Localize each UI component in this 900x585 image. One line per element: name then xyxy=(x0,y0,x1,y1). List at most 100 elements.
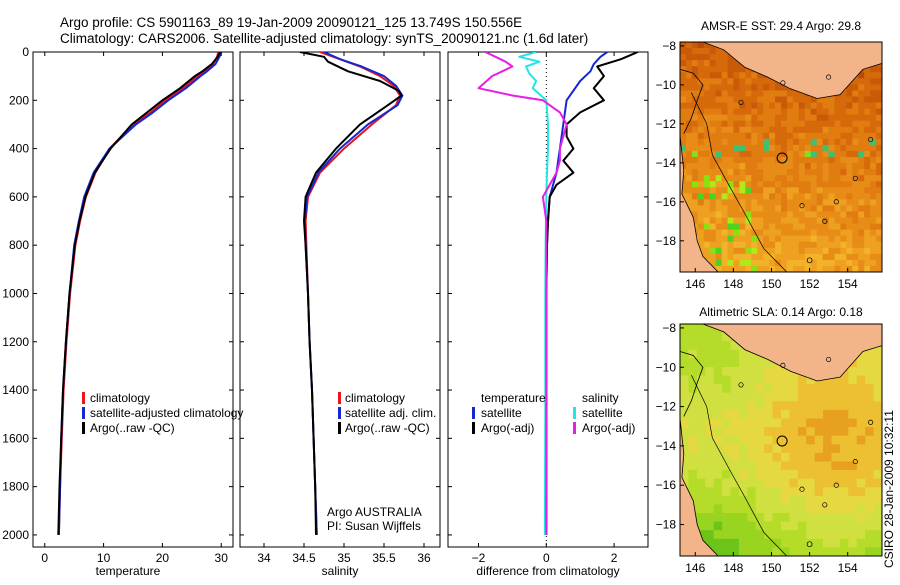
map-cell xyxy=(816,241,823,249)
map-cell xyxy=(730,521,740,531)
map-cell xyxy=(814,444,824,454)
map-cell xyxy=(688,375,698,385)
map-cell xyxy=(806,547,816,556)
map-cell xyxy=(792,138,800,146)
map-cell xyxy=(876,144,882,152)
map-cell xyxy=(864,66,871,73)
map-cell xyxy=(804,108,812,116)
map-cell xyxy=(730,504,740,514)
map-cell xyxy=(781,409,790,419)
map-cell xyxy=(831,409,841,419)
map-cell xyxy=(709,150,717,158)
map-cell xyxy=(834,217,841,224)
map-cell xyxy=(873,470,882,480)
map-cell xyxy=(709,144,717,152)
map-cell xyxy=(839,444,849,454)
map-cell xyxy=(792,199,800,206)
map-cell xyxy=(814,547,824,556)
map-cell xyxy=(715,72,722,79)
map-cell xyxy=(721,84,728,91)
map-cell xyxy=(755,504,765,514)
map-cell xyxy=(798,138,806,146)
map-cell xyxy=(713,495,723,505)
map-cell xyxy=(709,78,717,85)
map-cell xyxy=(823,478,832,488)
map-cell xyxy=(781,547,790,556)
map-cell xyxy=(722,418,731,428)
map-cell xyxy=(745,90,752,97)
map-cell xyxy=(846,150,853,158)
map-cell xyxy=(839,530,849,540)
map-cell xyxy=(834,205,841,212)
map-cell xyxy=(713,392,723,402)
map-cell xyxy=(727,78,734,85)
map-cell xyxy=(840,175,847,182)
map-cell xyxy=(696,375,706,385)
map-cell xyxy=(781,102,788,109)
map-cell xyxy=(685,48,693,55)
map-cell xyxy=(856,392,866,402)
map-cell xyxy=(715,54,722,61)
map-cell xyxy=(738,375,748,385)
map-cell xyxy=(797,504,807,514)
map-cell xyxy=(713,478,723,488)
map-cell xyxy=(680,427,689,437)
legend-swatch-black xyxy=(82,422,85,434)
map-cell xyxy=(858,169,865,176)
map-cell xyxy=(713,366,723,376)
map-cell xyxy=(757,72,764,79)
map-cell xyxy=(831,521,841,531)
map-cell xyxy=(727,120,734,128)
map-cell xyxy=(709,126,717,134)
map-cell xyxy=(727,144,734,152)
map-cell xyxy=(685,54,693,61)
map-cell xyxy=(709,211,717,218)
map-cell xyxy=(852,235,859,243)
map-cell xyxy=(834,169,841,176)
map-cell xyxy=(688,435,698,445)
island xyxy=(806,541,813,548)
map-cell xyxy=(828,144,835,152)
map-cell xyxy=(846,217,853,224)
map-cell xyxy=(757,217,764,224)
x-tick-label: 35 xyxy=(337,551,351,565)
map-cell xyxy=(769,90,776,97)
map-cell xyxy=(816,235,823,243)
map-cell xyxy=(730,495,740,505)
map-cell xyxy=(696,341,706,351)
map-cell xyxy=(870,205,877,212)
map-cell xyxy=(840,199,847,206)
map-cell xyxy=(804,120,812,128)
map-cell xyxy=(703,66,711,73)
map-cell xyxy=(806,538,816,548)
map-cell xyxy=(705,341,715,351)
map-cell xyxy=(691,90,699,97)
map-cell xyxy=(810,235,818,243)
map-cell xyxy=(769,181,776,188)
map-cell xyxy=(691,132,699,140)
map-cell xyxy=(865,478,874,488)
map-cell xyxy=(745,144,752,152)
map-cell xyxy=(697,144,705,152)
map-cell xyxy=(823,487,832,497)
island xyxy=(799,486,805,492)
map-cell xyxy=(738,547,748,556)
map-cell xyxy=(751,78,758,85)
y-tick-label: 1200 xyxy=(2,335,29,349)
map-cell xyxy=(848,538,858,548)
series-line-magenta xyxy=(477,52,568,535)
map-cell xyxy=(848,478,858,488)
map-cell xyxy=(865,538,874,548)
map-cell xyxy=(856,409,866,419)
map-cell xyxy=(781,205,788,212)
map-cell xyxy=(834,96,841,103)
map-cell xyxy=(870,132,877,140)
map-cell xyxy=(715,259,722,267)
map-cell xyxy=(852,247,859,255)
map-cell xyxy=(873,513,882,523)
map-cell xyxy=(806,487,816,497)
map-cell xyxy=(839,427,849,437)
map-cell xyxy=(764,461,773,471)
map-cell xyxy=(709,217,717,224)
